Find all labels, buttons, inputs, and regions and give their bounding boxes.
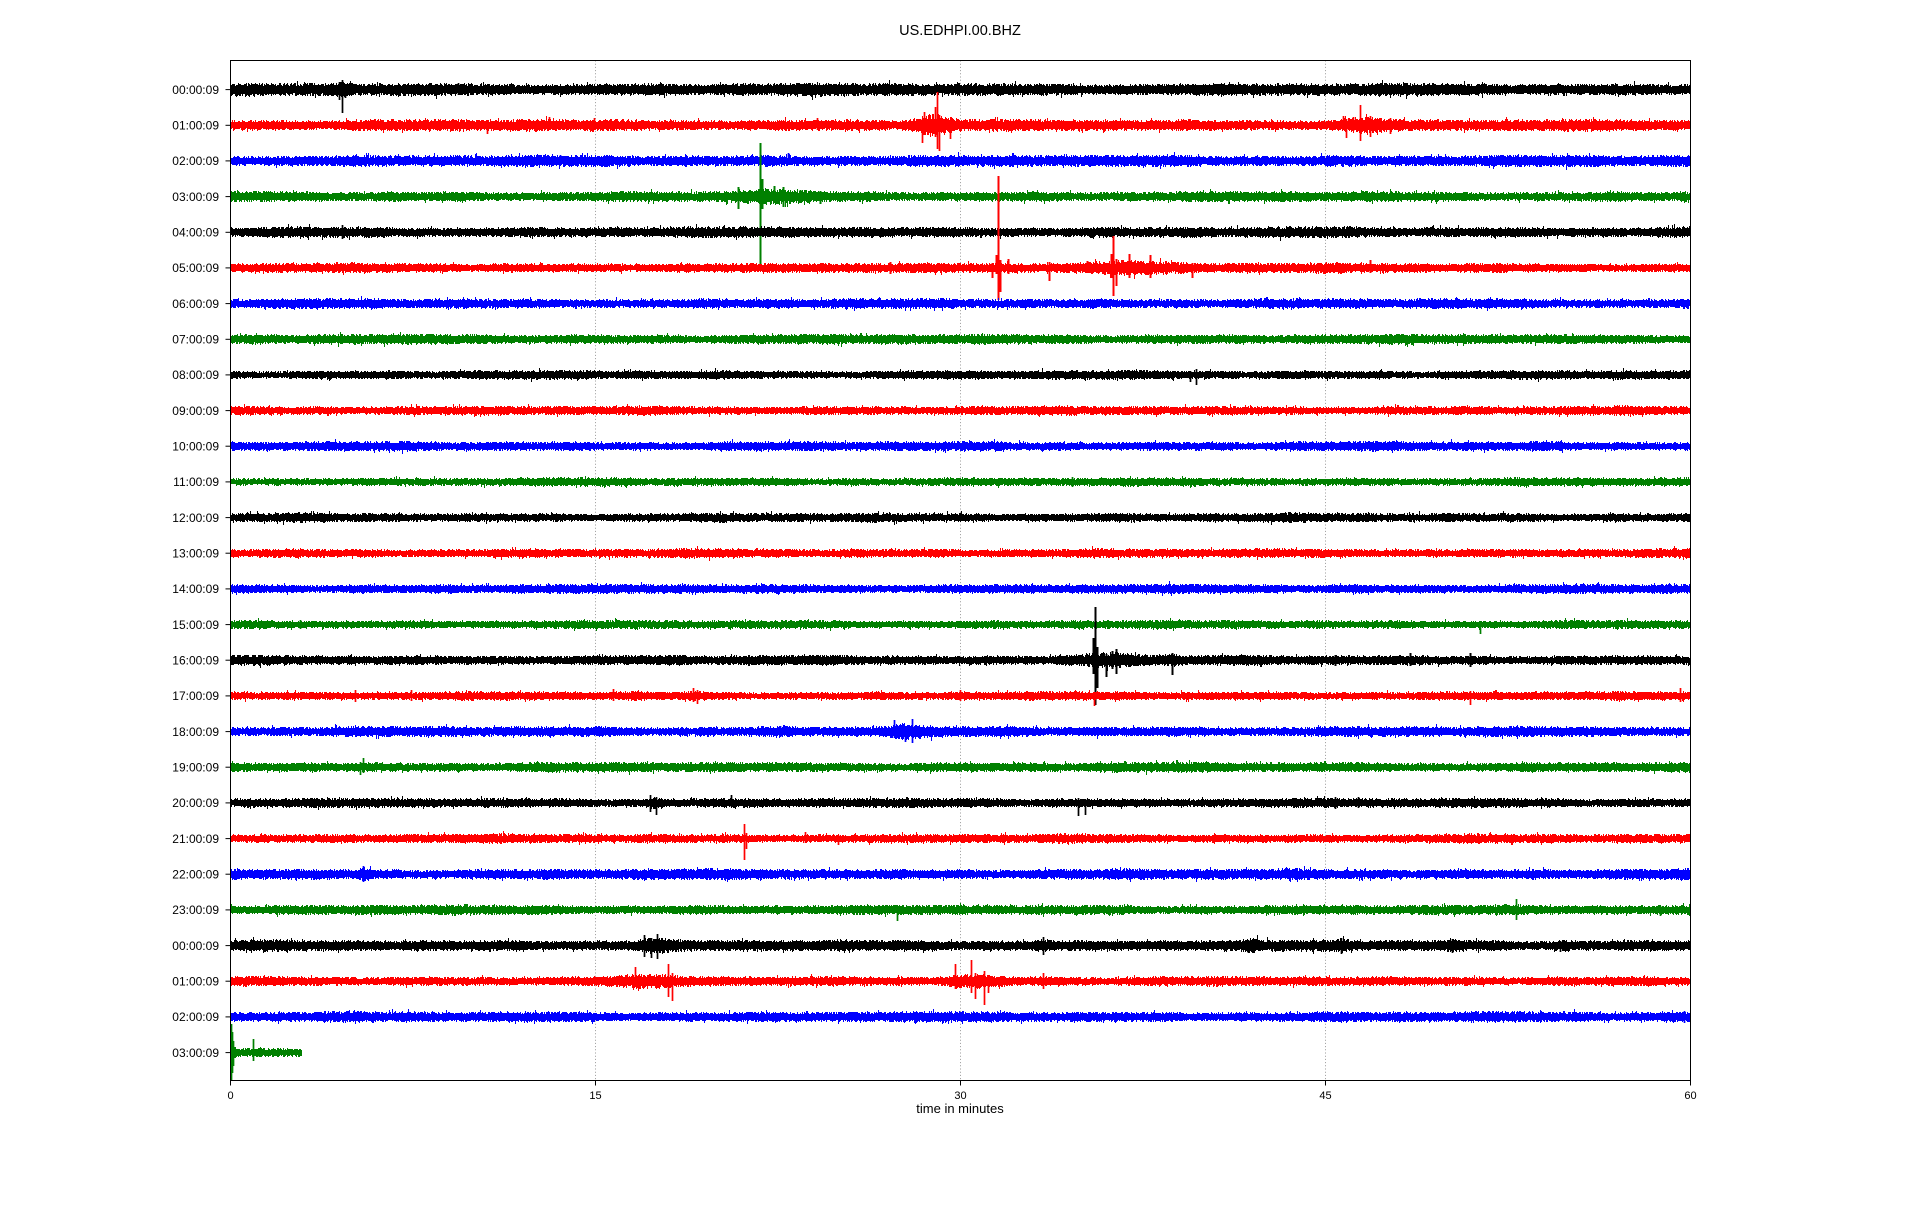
svg-text:02:00:09: 02:00:09 xyxy=(172,154,219,168)
svg-text:02:00:09: 02:00:09 xyxy=(172,1010,219,1024)
svg-text:15:00:09: 15:00:09 xyxy=(172,618,219,632)
svg-text:08:00:09: 08:00:09 xyxy=(172,368,219,382)
svg-text:01:00:09: 01:00:09 xyxy=(172,119,219,133)
svg-text:22:00:09: 22:00:09 xyxy=(172,868,219,882)
svg-text:06:00:09: 06:00:09 xyxy=(172,297,219,311)
svg-text:14:00:09: 14:00:09 xyxy=(172,582,219,596)
svg-text:30: 30 xyxy=(954,1090,966,1102)
svg-text:21:00:09: 21:00:09 xyxy=(172,832,219,846)
svg-text:03:00:09: 03:00:09 xyxy=(172,190,219,204)
svg-text:20:00:09: 20:00:09 xyxy=(172,796,219,810)
svg-text:18:00:09: 18:00:09 xyxy=(172,725,219,739)
svg-text:19:00:09: 19:00:09 xyxy=(172,761,219,775)
svg-text:00:00:09: 00:00:09 xyxy=(172,83,219,97)
svg-text:01:00:09: 01:00:09 xyxy=(172,975,219,989)
svg-text:09:00:09: 09:00:09 xyxy=(172,404,219,418)
svg-text:time in minutes: time in minutes xyxy=(916,1101,1004,1116)
svg-text:11:00:09: 11:00:09 xyxy=(173,475,219,489)
svg-text:17:00:09: 17:00:09 xyxy=(172,689,219,703)
svg-text:0: 0 xyxy=(227,1090,233,1102)
svg-text:45: 45 xyxy=(1319,1090,1331,1102)
svg-text:23:00:09: 23:00:09 xyxy=(172,903,219,917)
svg-text:04:00:09: 04:00:09 xyxy=(172,226,219,240)
svg-text:16:00:09: 16:00:09 xyxy=(172,654,219,668)
svg-text:60: 60 xyxy=(1684,1090,1696,1102)
svg-text:15: 15 xyxy=(589,1090,601,1102)
svg-text:03:00:09: 03:00:09 xyxy=(172,1046,219,1060)
svg-text:10:00:09: 10:00:09 xyxy=(172,440,219,454)
svg-text:05:00:09: 05:00:09 xyxy=(172,261,219,275)
svg-text:13:00:09: 13:00:09 xyxy=(172,547,219,561)
svg-text:US.EDHPI.00.BHZ: US.EDHPI.00.BHZ xyxy=(899,23,1021,39)
svg-text:07:00:09: 07:00:09 xyxy=(172,333,219,347)
svg-text:12:00:09: 12:00:09 xyxy=(172,511,219,525)
svg-text:00:00:09: 00:00:09 xyxy=(172,939,219,953)
